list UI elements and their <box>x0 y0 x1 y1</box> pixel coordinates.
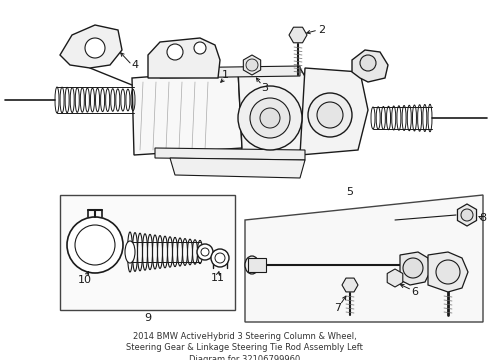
Circle shape <box>85 38 105 58</box>
Polygon shape <box>170 158 305 178</box>
Text: 2: 2 <box>318 25 325 35</box>
Text: 7: 7 <box>334 303 341 313</box>
Circle shape <box>238 86 302 150</box>
Polygon shape <box>60 25 122 68</box>
Polygon shape <box>132 70 242 155</box>
Ellipse shape <box>244 256 259 274</box>
Polygon shape <box>243 55 260 75</box>
Circle shape <box>435 260 459 284</box>
Circle shape <box>307 93 351 137</box>
Polygon shape <box>351 50 387 82</box>
Ellipse shape <box>125 241 135 263</box>
Circle shape <box>249 98 289 138</box>
Text: 8: 8 <box>478 213 486 223</box>
Circle shape <box>260 108 280 128</box>
Text: 11: 11 <box>210 273 224 283</box>
Polygon shape <box>238 68 309 155</box>
Polygon shape <box>148 38 220 78</box>
Text: 3: 3 <box>261 83 268 93</box>
Text: 10: 10 <box>78 275 92 285</box>
Polygon shape <box>386 269 402 287</box>
Polygon shape <box>160 66 299 78</box>
Text: 5: 5 <box>346 187 353 197</box>
Polygon shape <box>457 204 475 226</box>
Polygon shape <box>299 68 367 155</box>
Polygon shape <box>427 252 467 292</box>
Circle shape <box>210 249 228 267</box>
Text: 2014 BMW ActiveHybrid 3 Steering Column & Wheel,
Steering Gear & Linkage Steerin: 2014 BMW ActiveHybrid 3 Steering Column … <box>126 332 362 360</box>
Circle shape <box>460 209 472 221</box>
Polygon shape <box>399 252 429 285</box>
Circle shape <box>194 42 205 54</box>
Circle shape <box>67 217 123 273</box>
Bar <box>247 258 265 272</box>
Circle shape <box>167 44 183 60</box>
Text: 1: 1 <box>221 70 228 80</box>
Polygon shape <box>244 195 482 322</box>
Circle shape <box>197 244 213 260</box>
Text: 4: 4 <box>131 60 138 70</box>
Circle shape <box>359 55 375 71</box>
Text: 6: 6 <box>411 287 418 297</box>
Polygon shape <box>288 27 306 43</box>
Polygon shape <box>341 278 357 292</box>
Circle shape <box>316 102 342 128</box>
Polygon shape <box>155 148 305 160</box>
Text: 9: 9 <box>144 313 151 323</box>
Bar <box>60 195 235 310</box>
Circle shape <box>245 59 258 71</box>
Circle shape <box>402 258 422 278</box>
